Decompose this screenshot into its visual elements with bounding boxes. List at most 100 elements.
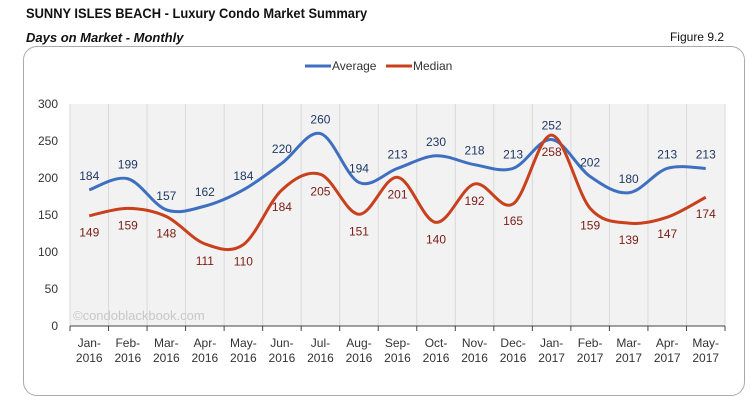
data-label: 202 (580, 156, 600, 170)
x-tick-label: Jun-2016 (269, 336, 296, 365)
data-label: 213 (696, 147, 716, 161)
data-label: 199 (118, 158, 138, 172)
data-label: 162 (195, 185, 215, 199)
data-label: 157 (156, 189, 176, 203)
data-label: 110 (234, 255, 253, 269)
x-tick-label: Aug-2016 (346, 336, 373, 365)
data-label: 159 (580, 218, 600, 232)
watermark: ©condoblackbook.com (73, 308, 205, 323)
x-tick-year: 2017 (654, 351, 681, 365)
x-tick-year: 2017 (538, 351, 565, 365)
legend-label: Median (413, 59, 452, 73)
x-tick-label: Apr-2017 (654, 336, 681, 365)
y-tick-label: 100 (38, 245, 58, 259)
x-tick-label: Jul-2016 (307, 336, 334, 365)
legend-label: Average (332, 59, 377, 73)
data-label: 159 (118, 218, 138, 232)
data-label: 213 (657, 147, 677, 161)
x-tick-month: Apr- (656, 336, 679, 350)
data-label: 205 (310, 184, 330, 198)
data-label: 174 (696, 207, 716, 221)
x-tick-month: Jul- (311, 336, 330, 350)
x-tick-year: 2016 (114, 351, 141, 365)
series-line-average (88, 132, 706, 214)
y-tick-label: 150 (38, 208, 58, 222)
data-label: 252 (542, 119, 562, 133)
y-tick-label: 300 (38, 97, 58, 111)
x-tick-label: Nov-2016 (461, 336, 488, 365)
x-tick-year: 2016 (384, 351, 411, 365)
data-label: 260 (310, 113, 330, 127)
x-tick-month: Apr- (194, 336, 217, 350)
x-tick-year: 2016 (500, 351, 527, 365)
x-tick-label: May-2016 (230, 336, 257, 365)
x-tick-label: Sep-2016 (384, 336, 411, 365)
data-label: 213 (503, 147, 523, 161)
x-tick-month: Nov- (462, 336, 487, 350)
y-tick-label: 250 (38, 134, 58, 148)
y-tick-label: 50 (45, 282, 59, 296)
data-label: 194 (349, 161, 369, 175)
x-tick-year: 2017 (692, 351, 719, 365)
x-tick-label: Oct-2016 (423, 336, 450, 365)
data-label: 140 (426, 232, 446, 246)
x-tick-year: 2016 (76, 351, 103, 365)
x-tick-year: 2016 (153, 351, 180, 365)
x-tick-label: Feb-2017 (577, 336, 604, 365)
data-label: 180 (619, 172, 639, 186)
x-tick-label: Feb-2016 (114, 336, 141, 365)
data-label: 184 (272, 200, 292, 214)
data-label: 192 (465, 194, 485, 208)
x-tick-month: Jan- (540, 336, 563, 350)
x-tick-month: Sep- (385, 336, 410, 350)
x-tick-label: Jan-2017 (538, 336, 565, 365)
data-label: 148 (156, 226, 176, 240)
y-tick-label: 0 (51, 319, 58, 333)
plot-area (70, 104, 725, 326)
data-label: 258 (542, 145, 562, 159)
x-tick-year: 2017 (577, 351, 604, 365)
x-tick-month: May- (230, 336, 257, 350)
x-tick-label: May-2017 (692, 336, 719, 365)
figure-number: Figure 9.2 (669, 30, 724, 44)
x-tick-month: Oct- (425, 336, 448, 350)
data-label: 184 (233, 169, 253, 183)
data-label: 230 (426, 135, 446, 149)
data-label: 139 (619, 233, 639, 247)
x-tick-label: Mar-2017 (615, 336, 642, 365)
x-tick-month: Dec- (500, 336, 525, 350)
x-tick-month: Mar- (616, 336, 641, 350)
x-tick-year: 2016 (307, 351, 334, 365)
data-label: 111 (196, 254, 215, 268)
x-tick-month: May- (692, 336, 719, 350)
data-label: 218 (465, 144, 485, 158)
chart-subtitle: Days on Market - Monthly (26, 30, 184, 45)
x-tick-year: 2016 (461, 351, 488, 365)
y-tick-label: 200 (38, 171, 58, 185)
data-label: 220 (272, 142, 292, 156)
x-tick-year: 2016 (346, 351, 373, 365)
x-tick-year: 2017 (615, 351, 642, 365)
data-label: 147 (657, 227, 677, 241)
x-tick-month: Mar- (154, 336, 179, 350)
x-tick-month: Jun- (270, 336, 293, 350)
x-tick-year: 2016 (423, 351, 450, 365)
x-tick-label: Jan-2016 (76, 336, 103, 365)
chart-title: SUNNY ISLES BEACH - Luxury Condo Market … (26, 5, 368, 21)
data-label: 149 (79, 226, 99, 240)
data-label: 151 (349, 224, 369, 238)
x-tick-year: 2016 (230, 351, 257, 365)
x-tick-label: Mar-2016 (153, 336, 180, 365)
x-tick-month: Feb- (578, 336, 603, 350)
x-tick-year: 2016 (269, 351, 296, 365)
x-tick-month: Aug- (346, 336, 371, 350)
x-tick-label: Dec-2016 (500, 336, 527, 365)
x-tick-month: Feb- (115, 336, 140, 350)
x-tick-month: Jan- (78, 336, 101, 350)
data-label: 165 (503, 214, 523, 228)
data-label: 201 (387, 187, 407, 201)
data-label: 213 (387, 147, 407, 161)
chart-frame (23, 46, 745, 396)
x-tick-label: Apr-2016 (192, 336, 219, 365)
